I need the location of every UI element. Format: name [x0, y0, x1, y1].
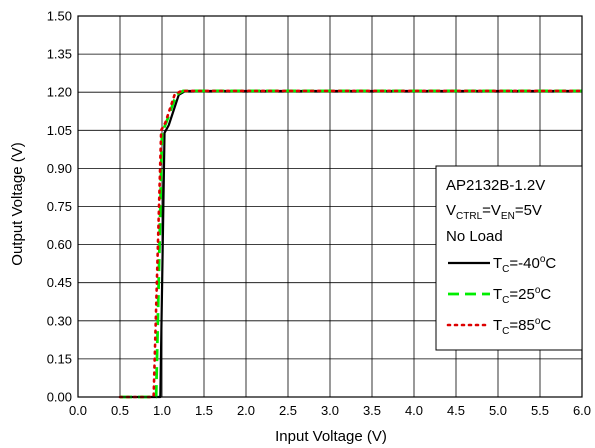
y-tick-label: 1.35 — [47, 47, 72, 62]
x-tick-label: 2.5 — [279, 403, 297, 418]
y-tick-label: 1.05 — [47, 123, 72, 138]
y-tick-label: 1.50 — [47, 9, 72, 24]
y-tick-label: 1.20 — [47, 85, 72, 100]
x-tick-label: 5.0 — [489, 403, 507, 418]
y-axis-title: Output Voltage (V) — [9, 142, 26, 265]
x-tick-label: 2.0 — [237, 403, 255, 418]
x-tick-label: 3.5 — [363, 403, 381, 418]
y-tick-label: 0.15 — [47, 351, 72, 366]
annotation-line2: VCTRL=VEN=5V — [446, 202, 542, 222]
y-tick-label: 0.30 — [47, 313, 72, 328]
y-tick-label: 0.45 — [47, 275, 72, 290]
x-tick-label: 4.5 — [447, 403, 465, 418]
x-tick-labels: 0.0 0.5 1.0 1.5 2.0 2.5 3.0 3.5 4.0 4.5 5.0 5.5 6.0 — [69, 403, 591, 418]
x-tick-label: 3.0 — [321, 403, 339, 418]
x-tick-label: 5.5 — [531, 403, 549, 418]
annotation-line1: AP2132B-1.2V — [446, 177, 545, 194]
x-tick-label: 0.0 — [69, 403, 87, 418]
y-tick-label: 0.60 — [47, 237, 72, 252]
x-tick-label: 1.5 — [195, 403, 213, 418]
y-tick-label: 0.00 — [47, 390, 72, 405]
x-tick-label: 4.0 — [405, 403, 423, 418]
legend-box — [435, 165, 583, 351]
x-tick-label: 1.0 — [153, 403, 171, 418]
legend: TC=-40oC TC=25oC TC=85oC — [446, 254, 556, 337]
annotation-box: AP2132B-1.2V VCTRL=VEN=5V No Load TC=-40… — [435, 165, 583, 351]
legend-label-0: TC=-40oC — [493, 254, 556, 275]
series-line-2 — [118, 89, 584, 399]
y-tick-labels: 0.00 0.15 0.30 0.45 0.60 0.75 0.90 1.05 1.20 1.35… — [47, 9, 72, 405]
legend-label-2: TC=85oC — [493, 316, 551, 337]
legend-label-1: TC=25oC — [493, 285, 551, 306]
x-axis-title: Input Voltage (V) — [275, 428, 387, 445]
x-tick-label: 0.5 — [111, 403, 129, 418]
x-tick-label: 6.0 — [573, 403, 591, 418]
annotation-line3: No Load — [446, 228, 503, 245]
y-tick-label: 0.90 — [47, 161, 72, 176]
y-tick-label: 0.75 — [47, 199, 72, 214]
